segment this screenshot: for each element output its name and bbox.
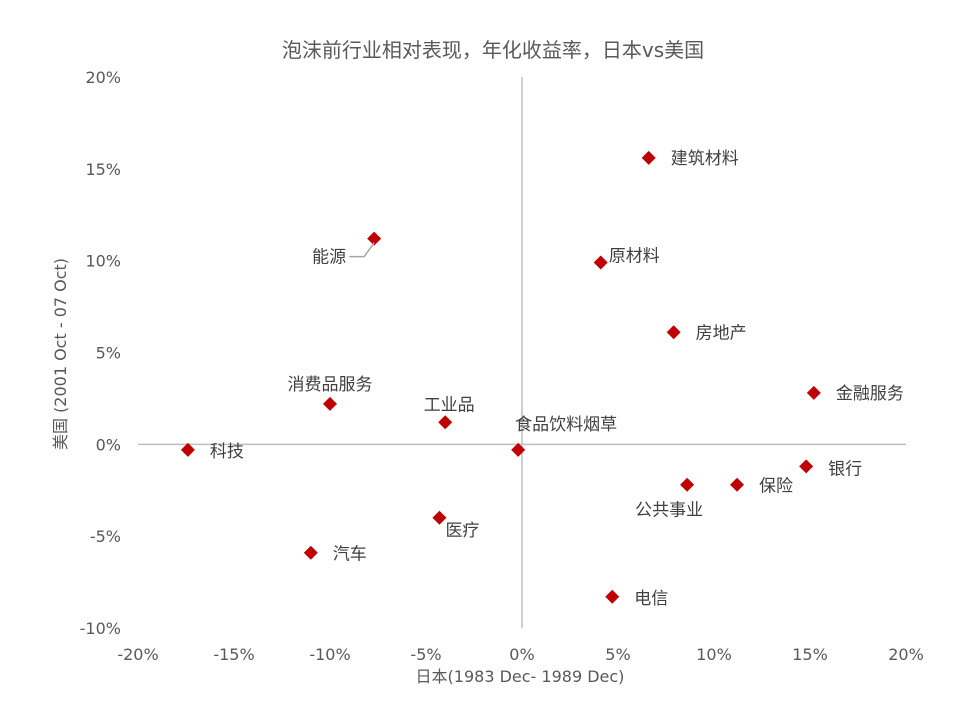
data-point [432, 510, 447, 525]
x-tick-label: 15% [792, 645, 828, 664]
x-tick-label: -10% [309, 645, 350, 664]
x-tick-label: -15% [213, 645, 254, 664]
axes-layer [138, 77, 906, 628]
data-point-label: 食品饮料烟草 [515, 415, 617, 435]
data-point-label: 金融服务 [836, 384, 904, 404]
tick-labels-layer: -20% -15% -10% -5% 0% 5% 10% 15% 20% 20% 15% 10% 5% 0… [80, 68, 924, 664]
y-tick-label: 20% [85, 68, 121, 87]
data-point [680, 477, 695, 492]
data-point-label: 汽车 [333, 545, 367, 565]
data-point-label: 医疗 [445, 521, 479, 541]
data-point [367, 231, 382, 246]
x-tick-label: 20% [888, 645, 924, 664]
data-point [438, 415, 453, 430]
x-tick-label: 10% [696, 645, 732, 664]
data-point [303, 545, 318, 560]
y-tick-label: 10% [85, 252, 121, 271]
y-tick-label: -10% [80, 619, 121, 638]
y-axis-label: 美国 (2001 Oct - 07 Oct) [51, 258, 70, 450]
data-point-label: 原材料 [609, 247, 660, 267]
data-point [666, 325, 681, 340]
data-point-label: 房地产 [696, 323, 747, 343]
data-point-label: 建筑材料 [671, 149, 739, 169]
label-leader-line [349, 242, 375, 258]
data-point [323, 396, 337, 411]
data-point-label: 银行 [828, 459, 862, 479]
data-point [605, 589, 620, 604]
data-point [641, 150, 656, 165]
data-point [593, 255, 608, 270]
y-tick-label: -5% [90, 527, 121, 546]
data-point-label: 公共事业 [635, 501, 703, 521]
data-point [180, 442, 195, 457]
data-point-label: 电信 [634, 589, 668, 609]
x-tick-label: -5% [410, 645, 441, 664]
data-point [511, 442, 526, 457]
data-point [799, 459, 814, 474]
data-point-label: 能源 [312, 248, 346, 268]
data-point-label: 工业品 [424, 395, 475, 415]
data-point-label: 消费品服务 [288, 375, 373, 395]
chart-title: 泡沫前行业相对表现，年化收益率，日本vs美国 [282, 38, 704, 62]
x-tick-label: 5% [605, 645, 630, 664]
y-tick-label: 15% [85, 160, 121, 179]
data-point-label: 保险 [759, 477, 793, 497]
data-points-layer [180, 150, 821, 604]
y-tick-label: 5% [96, 344, 121, 363]
y-tick-label: 0% [96, 435, 121, 454]
x-tick-label: -20% [117, 645, 158, 664]
data-point [806, 385, 821, 400]
x-axis-label: 日本(1983 Dec- 1989 Dec) [416, 667, 625, 686]
data-point [730, 477, 745, 492]
data-point-label: 科技 [210, 442, 244, 462]
x-tick-label: 0% [509, 645, 534, 664]
